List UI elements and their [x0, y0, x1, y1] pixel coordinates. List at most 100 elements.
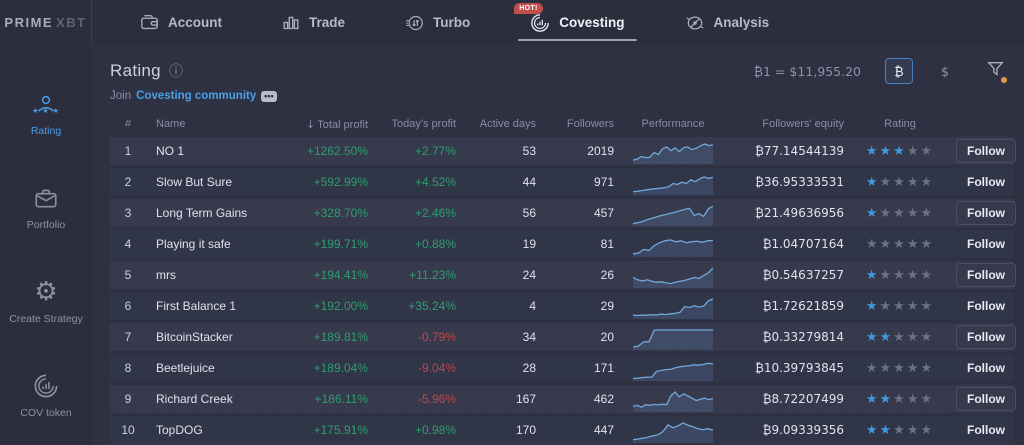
follow-button[interactable]: Follow [967, 237, 1005, 251]
join-line: Join Covesting community ••• [92, 84, 1024, 106]
sidebar: ★ ★ ★ Rating Portfolio ⚙ Create Strategy… [0, 45, 92, 445]
col-followers[interactable]: Followers [566, 118, 614, 130]
table-row[interactable]: 1 NO 1 +1262.50% +2.77% 53 2019 ₿77.1454… [110, 137, 1016, 165]
followers-equity-value: ₿1.72621859 [762, 299, 844, 313]
total-profit-value: +592.99% [313, 175, 368, 189]
table-row[interactable]: 9 Richard Creek +186.11% -5.96% 167 462 … [110, 385, 1016, 413]
strategy-name[interactable]: Beetlejuice [156, 361, 215, 375]
followers-value: 447 [593, 423, 614, 437]
active-days-value: 56 [522, 206, 536, 220]
sidebar-label: Portfolio [26, 219, 66, 231]
todays-profit-value: +0.88% [414, 237, 456, 251]
strategy-name[interactable]: TopDOG [156, 423, 203, 437]
col-followers-equity[interactable]: Followers' equity [762, 118, 844, 130]
active-days-value: 44 [522, 175, 536, 189]
brand-suffix: XBT [56, 15, 87, 30]
follow-button[interactable]: Follow [956, 201, 1016, 225]
table-row[interactable]: 6 First Balance 1 +192.00% +35.24% 4 29 … [110, 292, 1014, 320]
table-row[interactable]: 4 Playing it safe +199.71% +0.88% 19 81 … [110, 230, 1014, 258]
rank-cell: 1 [124, 144, 132, 158]
active-days-value: 170 [515, 423, 536, 437]
tab-label: Analysis [713, 15, 770, 30]
follow-button[interactable]: Follow [956, 139, 1016, 163]
sidebar-item-create-strategy[interactable]: ⚙ Create Strategy [0, 277, 92, 325]
total-profit-value: +186.11% [314, 392, 369, 406]
rank-cell: 4 [124, 237, 132, 251]
currency-usd-button[interactable]: $ [941, 63, 949, 79]
todays-profit-value: -9.04% [417, 361, 456, 375]
todays-profit-value: -5.96% [417, 392, 456, 406]
active-days-value: 28 [522, 361, 536, 375]
followers-equity-value: ₿0.33279814 [762, 330, 844, 344]
filter-icon[interactable] [987, 61, 1007, 83]
tab-label: Trade [309, 15, 346, 30]
main-header: Rating ⓘ ₿1 = $11,955.20 ₿ $ [92, 45, 1024, 84]
col-rank: # [124, 118, 132, 130]
follow-button[interactable]: Follow [956, 325, 1016, 349]
table-row[interactable]: 5 mrs +194.41% +11.23% 24 26 ₿0.54637257… [110, 261, 1016, 289]
table-row[interactable]: 2 Slow But Sure +592.99% +4.52% 44 971 ₿… [110, 168, 1014, 196]
performance-sparkline [618, 416, 728, 444]
total-profit-value: +199.71% [313, 237, 368, 251]
strategy-name[interactable]: First Balance 1 [156, 299, 237, 313]
follow-button[interactable]: Follow [956, 263, 1016, 287]
header-controls: ₿1 = $11,955.20 ₿ $ [753, 58, 1007, 84]
sidebar-label: Rating [30, 125, 62, 137]
follow-button[interactable]: Follow [967, 423, 1005, 437]
follow-button[interactable]: Follow [956, 387, 1016, 411]
nav-tabs: Account Trade Turbo [110, 0, 799, 45]
brand-logo[interactable]: PRIME XBT [0, 0, 92, 45]
rank-cell: 7 [124, 330, 132, 344]
sidebar-item-portfolio[interactable]: Portfolio [0, 183, 92, 231]
strategy-name[interactable]: Richard Creek [156, 392, 233, 406]
follow-button[interactable]: Follow [967, 361, 1005, 375]
follow-button[interactable]: Follow [967, 299, 1005, 313]
total-profit-value: +1262.50% [306, 144, 368, 158]
table-row[interactable]: 7 BitcoinStacker +189.81% -0.79% 34 20 ₿… [110, 323, 1016, 351]
performance-sparkline [618, 292, 728, 320]
rating-stars: ★★★★★ [865, 143, 935, 159]
rating-stars: ★★★★★ [865, 422, 935, 438]
strategy-name[interactable]: Playing it safe [156, 237, 231, 251]
tab-trade[interactable]: Trade [252, 0, 375, 45]
total-profit-value: +192.00% [313, 299, 368, 313]
strategy-name[interactable]: Long Term Gains [156, 206, 248, 220]
tab-label: Turbo [433, 15, 471, 30]
col-active-days[interactable]: Active days [479, 118, 536, 130]
rating-stars: ★★★★★ [865, 329, 935, 345]
table-row[interactable]: 3 Long Term Gains +328.70% +2.46% 56 457… [110, 199, 1016, 227]
followers-equity-value: ₿9.09339356 [762, 423, 844, 437]
col-name[interactable]: Name [156, 118, 186, 130]
strategy-name[interactable]: BitcoinStacker [156, 330, 233, 344]
brand-name: PRIME [4, 15, 54, 30]
strategy-name[interactable]: mrs [156, 268, 176, 282]
info-icon[interactable]: ⓘ [168, 64, 183, 80]
tab-account[interactable]: Account [110, 0, 252, 45]
covesting-community-link[interactable]: Covesting community [136, 90, 257, 102]
col-total-profit[interactable]: ↓ Total profit [306, 117, 368, 131]
btc-rate-label: ₿1 = $11,955.20 [753, 63, 861, 79]
filter-active-dot [1001, 76, 1007, 83]
todays-profit-value: +0.98% [414, 423, 456, 437]
followers-equity-value: ₿1.04707164 [762, 237, 844, 251]
follow-button[interactable]: Follow [967, 175, 1005, 189]
tab-turbo[interactable]: Turbo [375, 0, 500, 45]
strategy-name[interactable]: NO 1 [156, 144, 185, 158]
sidebar-item-rating[interactable]: ★ ★ ★ Rating [0, 89, 92, 137]
followers-equity-value: ₿21.49636956 [754, 206, 844, 220]
tab-analysis[interactable]: Analysis [655, 0, 800, 45]
col-rating[interactable]: Rating [884, 118, 916, 130]
currency-btc-button[interactable]: ₿ [885, 58, 913, 84]
rank-cell: 2 [124, 175, 132, 189]
table-row[interactable]: 8 Beetlejuice +189.04% -9.04% 28 171 ₿10… [110, 354, 1014, 382]
total-profit-value: +328.70% [313, 206, 368, 220]
tab-covesting[interactable]: HOT! Covesting [500, 0, 654, 45]
rank-cell: 8 [124, 361, 132, 375]
cov-token-icon [33, 371, 59, 401]
active-days-value: 19 [522, 237, 536, 251]
col-todays-profit[interactable]: Today's profit [391, 118, 456, 130]
strategy-name[interactable]: Slow But Sure [156, 175, 233, 189]
sidebar-item-cov-token[interactable]: COV token [0, 371, 92, 419]
rating-stars: ★★★★★ [865, 205, 935, 221]
table-row[interactable]: 10 TopDOG +175.91% +0.98% 170 447 ₿9.093… [110, 416, 1014, 444]
